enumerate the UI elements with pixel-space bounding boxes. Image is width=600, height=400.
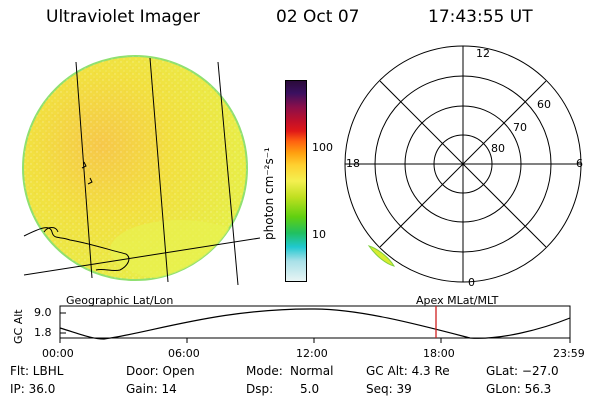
altitude-xtick-1800: 18:00 — [423, 347, 455, 360]
status-glon: GLon: 56.3 — [486, 382, 552, 396]
time-label: 17:43:55 UT — [428, 7, 533, 27]
instrument-title: Ultraviolet Imager — [46, 7, 200, 27]
altitude-xtick-0000: 00:00 — [42, 347, 74, 360]
altitude-y-ticks — [60, 312, 66, 334]
altitude-x-ticks — [59, 338, 571, 343]
colorbar-tick-10: 10 — [312, 228, 326, 241]
mlt-label-0: 0 — [468, 276, 475, 289]
status-filter: Flt: LBHL — [10, 364, 64, 378]
mlt-label-12: 12 — [476, 47, 490, 60]
aurora-patch — [367, 245, 396, 267]
altitude-ylabel: GC Alt — [12, 309, 25, 344]
status-mode-value: Normal — [290, 364, 334, 378]
date-label: 02 Oct 07 — [276, 7, 360, 27]
colorbar — [285, 80, 307, 282]
status-gc-alt: GC Alt: 4.3 Re — [366, 364, 450, 378]
altitude-plot-frame — [59, 305, 571, 339]
mlt-label-18: 18 — [346, 157, 360, 170]
status-door: Door: Open — [126, 364, 195, 378]
status-seq: Seq: 39 — [366, 382, 412, 396]
lat-label-60: 60 — [537, 98, 551, 111]
colorbar-tick-100: 100 — [312, 141, 333, 154]
altitude-ytick-1-8: 1.8 — [34, 326, 52, 339]
geo-caption: Geographic Lat/Lon — [66, 294, 174, 307]
lat-lon-grid — [23, 57, 261, 286]
altitude-xtick-0600: 06:00 — [168, 347, 200, 360]
status-dsp-value: 5.0 — [300, 382, 320, 396]
status-dsp-label: Dsp: — [246, 382, 274, 396]
altitude-xtick-2359: 23:59 — [553, 347, 585, 360]
altitude-ytick-9: 9.0 — [34, 306, 52, 319]
lat-label-80: 80 — [491, 142, 505, 155]
mlt-label-6: 6 — [576, 157, 583, 170]
coastline — [23, 161, 130, 272]
altitude-xtick-1200: 12:00 — [296, 347, 328, 360]
polar-caption: Apex MLat/MLT — [416, 294, 499, 307]
polar-diagonal-2 — [379, 80, 547, 248]
altitude-curve — [59, 308, 571, 340]
status-glat: GLat: −27.0 — [486, 364, 559, 378]
lat-label-70: 70 — [513, 121, 527, 134]
status-ip: IP: 36.0 — [10, 382, 56, 396]
status-gain: Gain: 14 — [126, 382, 177, 396]
status-mode-label: Mode: — [246, 364, 283, 378]
